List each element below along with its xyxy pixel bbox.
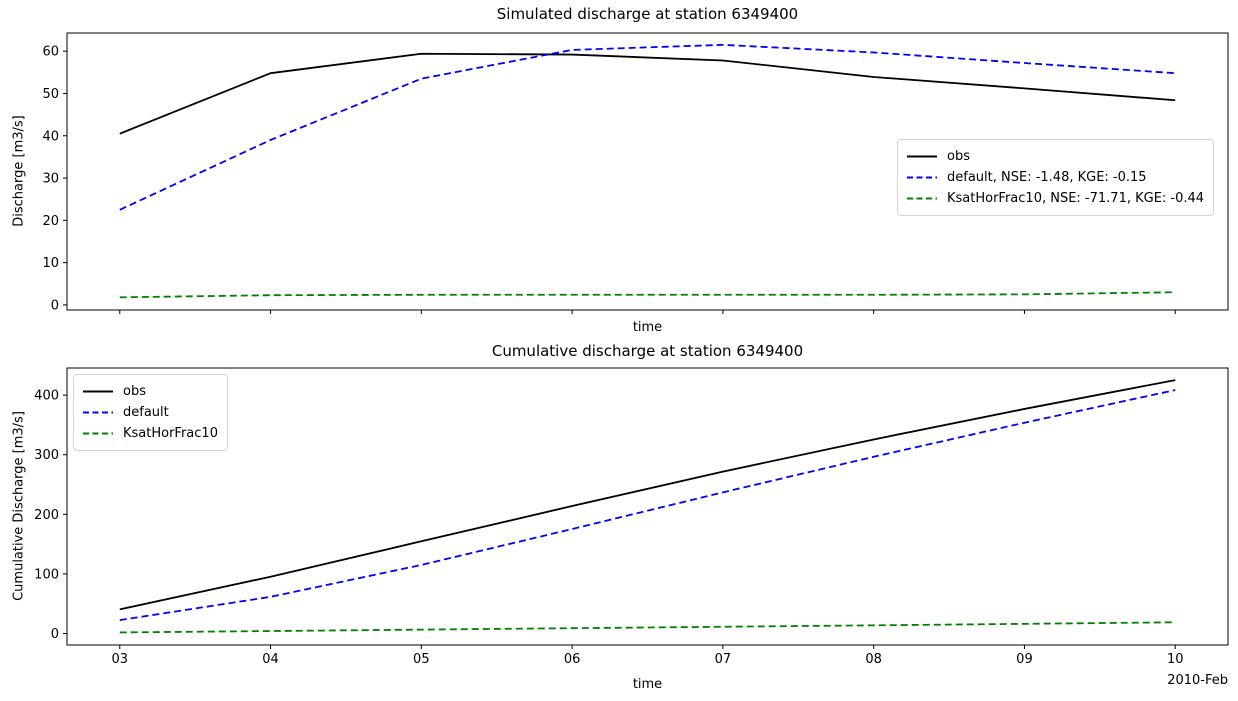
x-tick-label: 07 [715,652,732,667]
legend-label-ksathorfrac10: KsatHorFrac10, NSE: -71.71, KGE: -0.44 [947,190,1205,206]
y-tick-label: 200 [34,508,59,523]
legend-label-default: default [123,404,169,420]
obs-line-sample [907,155,937,158]
obs-line [119,52,1176,135]
legend-label-obs: obs [123,383,146,399]
y-tick-label: 300 [34,448,59,463]
top-chart-ylabel: Discharge [m3/s] [11,115,27,227]
bottom-chart-xlabel: time [632,677,663,692]
default-line-sample [83,411,113,414]
top-chart-title: Simulated discharge at station 6349400 [496,5,799,23]
top-chart-legend: obs default, NSE: -1.48, KGE: -0.15 Ksat… [897,139,1215,216]
legend-label-default: default, NSE: -1.48, KGE: -0.15 [947,169,1147,185]
y-tick-label: 20 [42,214,59,229]
x-tick-label: 10 [1167,652,1184,667]
default-line [119,43,1176,211]
obs-line-sample [83,390,113,393]
y-tick-label: 0 [51,298,59,313]
y-tick-label: 50 [42,87,59,102]
legend-entry-obs: obs [83,381,218,402]
bottom-chart-legend: obs default KsatHorFrac10 [73,374,228,451]
x-tick-label: 09 [1016,652,1033,667]
legend-entry-obs: obs [907,146,1204,167]
legend-label-obs: obs [947,148,970,164]
axes-box [66,367,1229,646]
ksathorfrac10-line-sample [83,432,113,435]
legend-entry-ksathorfrac10: KsatHorFrac10, NSE: -71.71, KGE: -0.44 [907,188,1204,209]
ksathorfrac10-line [119,621,1176,634]
legend-label-ksathorfrac10: KsatHorFrac10 [123,425,218,441]
y-tick-label: 400 [34,389,59,404]
default-line [119,389,1176,621]
y-tick-label: 10 [42,256,59,271]
obs-line [119,379,1176,611]
x-tick-label: 04 [262,652,279,667]
x-tick-label: 03 [111,652,128,667]
x-tick-label: 08 [865,652,882,667]
y-tick-label: 60 [42,45,59,60]
y-tick-label: 40 [42,129,59,144]
ksathorfrac10-line [119,291,1176,299]
ksathorfrac10-line-sample [907,197,937,200]
y-tick-label: 30 [42,172,59,187]
bottom-chart-ylabel: Cumulative Discharge [m3/s] [11,411,27,601]
axes-box [66,32,1229,311]
default-line-sample [907,176,937,179]
x-tick-label: 05 [413,652,430,667]
top-chart-xlabel: time [632,320,663,335]
y-tick-label: 0 [51,627,59,642]
bottom-chart-title: Cumulative discharge at station 6349400 [491,342,804,360]
x-tick-label: 06 [564,652,581,667]
x-axis-period-label: 2010-Feb [1167,673,1228,688]
legend-entry-ksathorfrac10: KsatHorFrac10 [83,423,218,444]
legend-entry-default: default, NSE: -1.48, KGE: -0.15 [907,167,1204,188]
legend-entry-default: default [83,402,218,423]
y-tick-label: 100 [34,567,59,582]
